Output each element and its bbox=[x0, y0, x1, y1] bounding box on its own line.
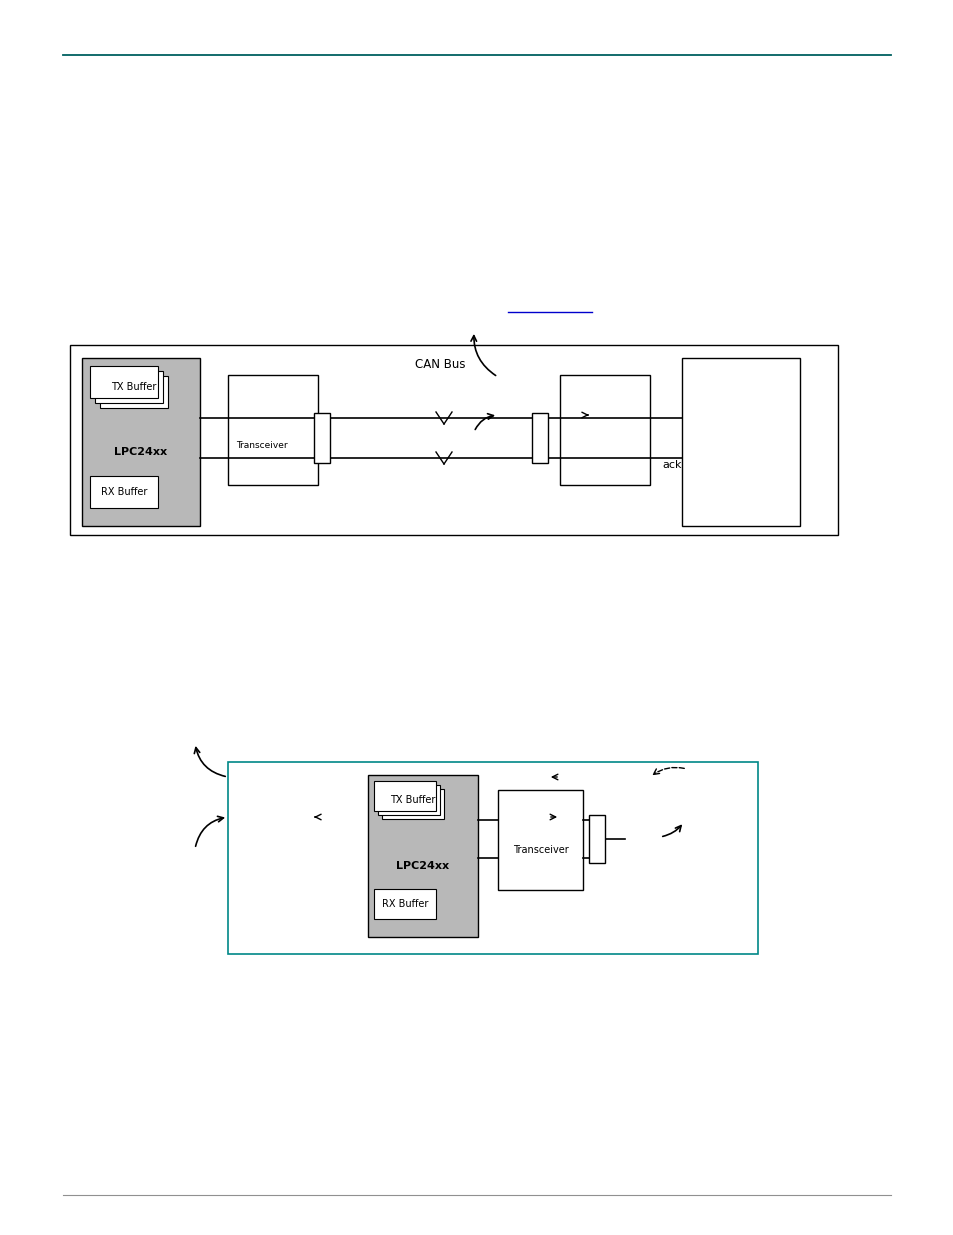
Bar bbox=[377, 785, 439, 815]
Text: LPC24xx: LPC24xx bbox=[396, 861, 449, 871]
Bar bbox=[681, 358, 800, 526]
Bar bbox=[228, 375, 317, 485]
Bar bbox=[90, 366, 158, 398]
Bar bbox=[100, 375, 168, 408]
Bar bbox=[70, 345, 837, 535]
Text: RX Buffer: RX Buffer bbox=[381, 899, 428, 909]
Bar bbox=[532, 412, 547, 463]
Text: CAN Bus: CAN Bus bbox=[415, 358, 465, 372]
Text: Transceiver: Transceiver bbox=[235, 441, 287, 450]
Bar bbox=[314, 412, 330, 463]
Bar bbox=[228, 762, 758, 953]
Text: Transceiver: Transceiver bbox=[512, 845, 568, 855]
Bar bbox=[588, 815, 604, 863]
Text: RX Buffer: RX Buffer bbox=[101, 487, 147, 496]
Bar bbox=[82, 358, 200, 526]
Bar bbox=[374, 781, 436, 811]
Bar bbox=[381, 789, 443, 819]
Bar bbox=[497, 790, 582, 890]
Bar bbox=[559, 375, 649, 485]
Text: TX Buffer: TX Buffer bbox=[390, 795, 436, 805]
Bar bbox=[374, 889, 436, 919]
Bar bbox=[368, 776, 477, 937]
Text: LPC24xx: LPC24xx bbox=[114, 447, 168, 457]
Text: ack: ack bbox=[661, 459, 680, 471]
Bar bbox=[95, 370, 163, 403]
Bar bbox=[90, 475, 158, 508]
Text: TX Buffer: TX Buffer bbox=[112, 382, 156, 391]
